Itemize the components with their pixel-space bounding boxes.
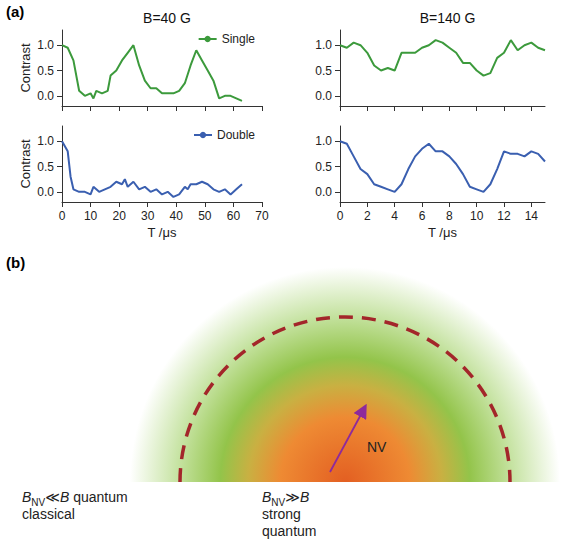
svg-text:40: 40 (170, 209, 184, 223)
svg-text:1.0: 1.0 (315, 38, 332, 52)
svg-text:10: 10 (470, 209, 484, 223)
svg-text:1.0: 1.0 (315, 134, 332, 148)
svg-text:quantum: quantum (262, 523, 316, 539)
svg-text:Double: Double (217, 128, 255, 142)
svg-text:12: 12 (497, 209, 511, 223)
svg-text:0.5: 0.5 (315, 160, 332, 174)
svg-text:0.0: 0.0 (315, 185, 332, 199)
html-text:BNV≫ B: BNV≫ B (262, 489, 310, 508)
svg-text:6: 6 (419, 209, 426, 223)
svg-text:0.0: 0.0 (37, 185, 54, 199)
svg-text:8: 8 (446, 209, 453, 223)
svg-text:T /μs: T /μs (148, 225, 177, 240)
svg-text:1.0: 1.0 (37, 134, 54, 148)
svg-text:(b): (b) (6, 254, 25, 271)
svg-text:0.5: 0.5 (37, 160, 54, 174)
svg-text:Contrast: Contrast (18, 43, 33, 93)
svg-text:NV: NV (367, 439, 387, 455)
svg-text:50: 50 (198, 209, 212, 223)
svg-text:70: 70 (255, 209, 269, 223)
svg-text:20: 20 (112, 209, 126, 223)
svg-text:B=40 G: B=40 G (143, 10, 191, 26)
svg-text:0: 0 (337, 209, 344, 223)
html-text:BNV≪ B quantum: BNV≪ B quantum (22, 489, 128, 508)
svg-text:0.0: 0.0 (37, 89, 54, 103)
svg-text:0.5: 0.5 (37, 64, 54, 78)
svg-text:classical: classical (22, 506, 75, 522)
svg-text:Single: Single (222, 32, 256, 46)
svg-text:10: 10 (84, 209, 98, 223)
svg-text:T /μs: T /μs (428, 225, 457, 240)
svg-text:B=140 G: B=140 G (420, 10, 476, 26)
svg-text:14: 14 (525, 209, 539, 223)
svg-text:30: 30 (141, 209, 155, 223)
svg-text:strong: strong (262, 506, 301, 522)
svg-text:1.0: 1.0 (37, 38, 54, 52)
svg-text:60: 60 (227, 209, 241, 223)
svg-text:0.5: 0.5 (315, 64, 332, 78)
svg-text:(a): (a) (6, 3, 24, 20)
svg-text:4: 4 (391, 209, 398, 223)
svg-text:0: 0 (59, 209, 66, 223)
svg-text:0.0: 0.0 (315, 89, 332, 103)
svg-text:Contrast: Contrast (18, 139, 33, 189)
svg-text:2: 2 (364, 209, 371, 223)
